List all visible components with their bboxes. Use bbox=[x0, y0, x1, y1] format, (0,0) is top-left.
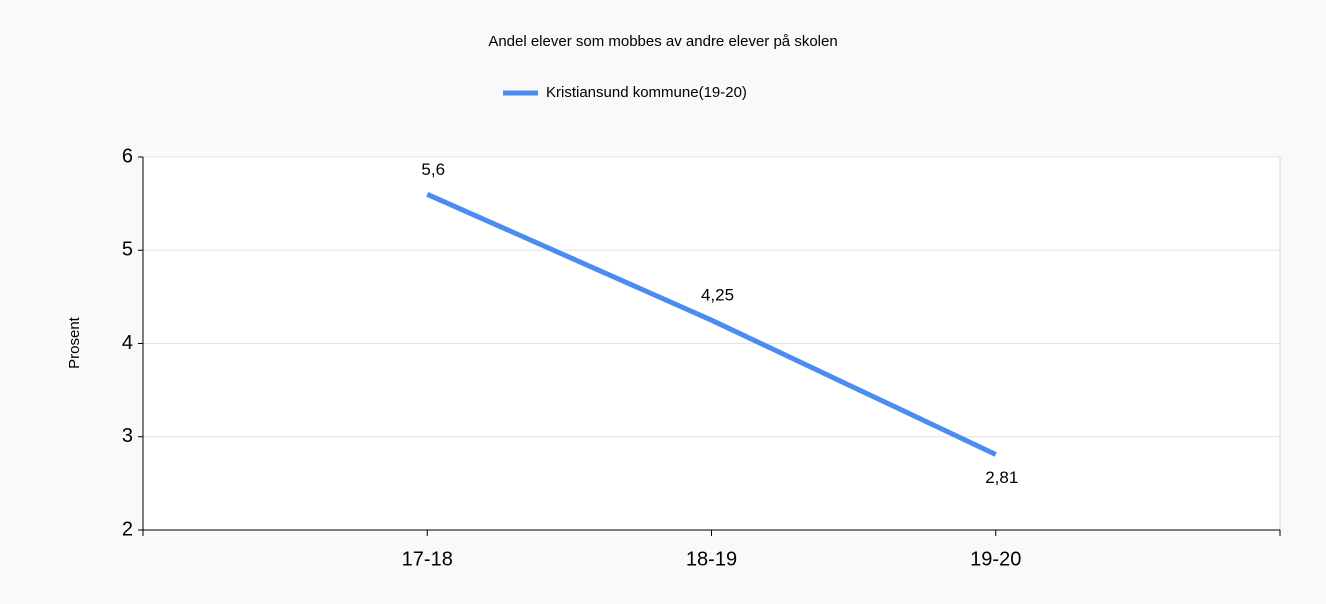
chart-title: Andel elever som mobbes av andre elever … bbox=[488, 33, 837, 50]
x-tick-label: 18-19 bbox=[686, 548, 737, 570]
x-tick-label: 17-18 bbox=[402, 548, 453, 570]
y-tick-label: 4 bbox=[122, 332, 133, 354]
line bbox=[426, 192, 997, 457]
x-tick-label: 19-20 bbox=[970, 548, 1021, 570]
data-label: 2,81 bbox=[985, 468, 1018, 487]
legend-label: Kristiansund kommune(19-20) bbox=[546, 84, 747, 101]
y-tick-label: 2 bbox=[122, 518, 133, 540]
y-tick-label: 5 bbox=[122, 239, 133, 261]
y-tick-label: 3 bbox=[122, 425, 133, 447]
data-label: 5,6 bbox=[421, 160, 445, 179]
y-tick-label: 6 bbox=[122, 145, 133, 167]
y-axis-label: Prosent bbox=[66, 316, 83, 369]
data-label: 4,25 bbox=[701, 286, 734, 305]
